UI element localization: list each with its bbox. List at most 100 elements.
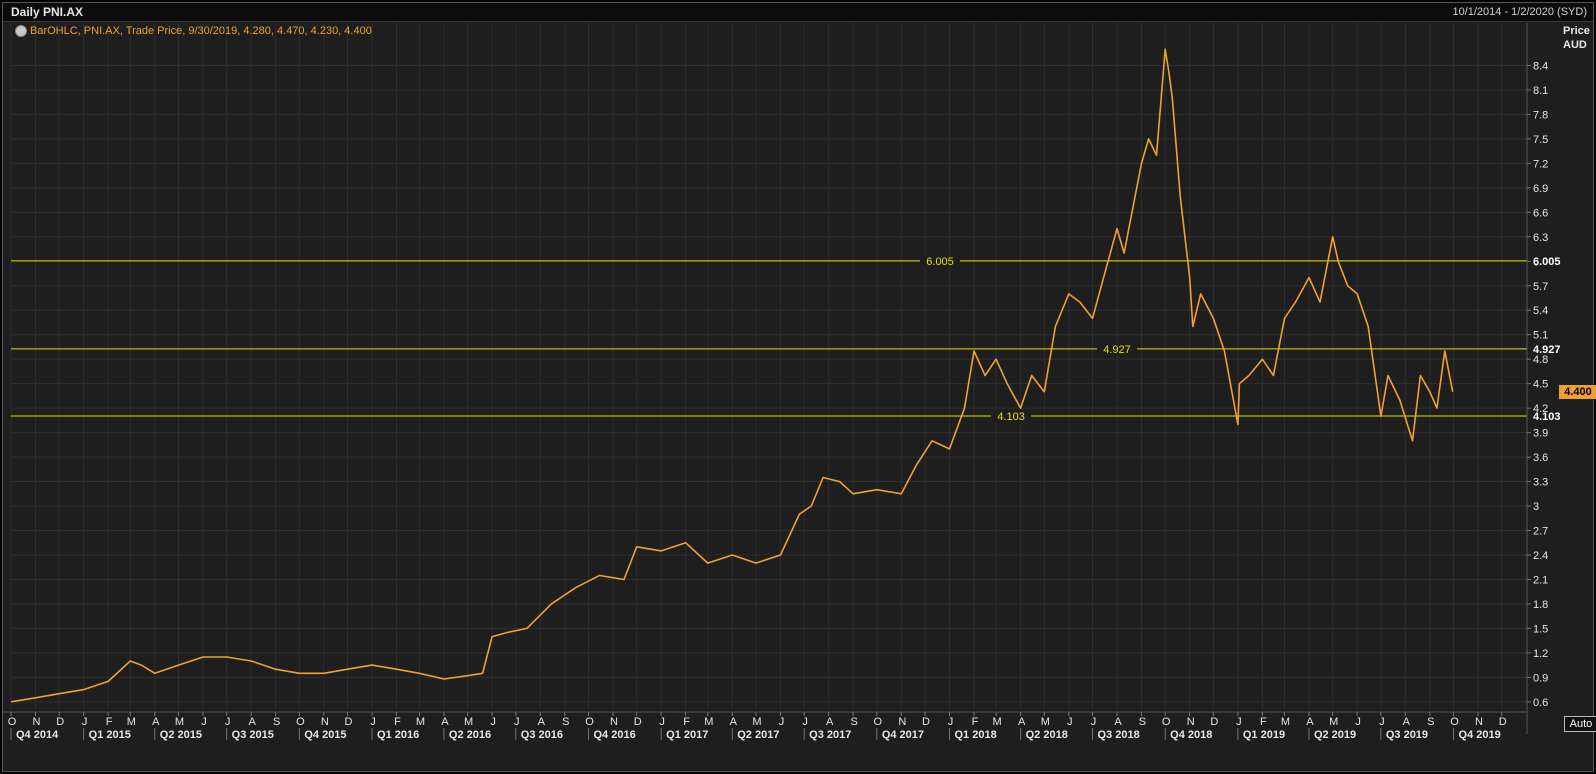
month-label: A xyxy=(1114,716,1122,728)
y-tick-label: 7.8 xyxy=(1533,109,1548,121)
month-label: O xyxy=(874,716,883,728)
month-label: J xyxy=(1091,716,1097,728)
grid xyxy=(10,23,1527,710)
level-axis-label: 4.103 xyxy=(1533,411,1561,423)
month-label: M xyxy=(704,716,713,728)
month-label: A xyxy=(538,716,546,728)
month-label: S xyxy=(562,716,569,728)
month-label: J xyxy=(490,716,496,728)
price-chart: 6.005 6.005 4.927 4.927 4.103 4.103 0.6 0.9 1.2… xyxy=(3,23,1561,741)
quarter-label: Q4 2017 xyxy=(882,729,924,741)
month-label: J xyxy=(948,716,954,728)
quarter-label: Q3 2017 xyxy=(809,729,851,741)
y-tick-label: 8.4 xyxy=(1533,60,1548,72)
y-tick-label: 2.1 xyxy=(1533,574,1548,586)
month-label: M xyxy=(464,716,473,728)
month-label: O xyxy=(1450,716,1459,728)
month-label: F xyxy=(683,716,690,728)
month-label: A xyxy=(441,716,449,728)
month-label: M xyxy=(175,716,184,728)
month-label: S xyxy=(1427,716,1434,728)
month-label: O xyxy=(8,716,17,728)
level-label-bg xyxy=(920,254,961,267)
axes: 0.6 0.9 1.2 1.5 1.8 2.1 2.4 2.7 3 3.3 3.6 3.9 4.2 4.5… xyxy=(3,23,1548,741)
quarter-label: Q3 2019 xyxy=(1386,729,1428,741)
level-label: 4.103 xyxy=(997,411,1025,423)
month-label: D xyxy=(922,716,930,728)
month-label: M xyxy=(1041,716,1050,728)
month-label: N xyxy=(1187,716,1195,728)
month-label: S xyxy=(273,716,280,728)
y-tick-label: 3.6 xyxy=(1533,452,1548,464)
month-label: A xyxy=(730,716,738,728)
month-label: A xyxy=(1403,716,1411,728)
month-label: F xyxy=(972,716,979,728)
month-label: D xyxy=(1210,716,1218,728)
month-label: S xyxy=(850,716,857,728)
y-tick-label: 3 xyxy=(1533,501,1539,513)
quarter-label: Q4 2014 xyxy=(16,729,59,741)
y-tick-label: 6.9 xyxy=(1533,183,1548,195)
axis-unit-currency: AUD xyxy=(1563,39,1587,51)
level-label-bg xyxy=(1096,342,1137,355)
legend[interactable]: BarOHLC, PNI.AX, Trade Price, 9/30/2019,… xyxy=(15,25,372,37)
month-label: J xyxy=(225,716,231,728)
auto-scale-button[interactable]: Auto xyxy=(1564,716,1596,732)
quarter-label: Q1 2015 xyxy=(89,729,131,741)
settings-icon[interactable] xyxy=(15,25,27,37)
month-label: J xyxy=(1355,716,1361,728)
month-label: J xyxy=(514,716,520,728)
month-label: J xyxy=(82,716,88,728)
y-tick-label: 7.5 xyxy=(1533,134,1548,146)
y-tick-label: 1.5 xyxy=(1533,623,1548,635)
month-label: F xyxy=(106,716,113,728)
month-label: J xyxy=(1236,716,1242,728)
y-tick-label: 6 xyxy=(1533,256,1539,268)
level-axis-label: 4.927 xyxy=(1533,344,1561,356)
month-label: J xyxy=(659,716,665,728)
month-label: M xyxy=(127,716,136,728)
month-label: M xyxy=(1281,716,1290,728)
month-label: M xyxy=(993,716,1002,728)
month-label: A xyxy=(1018,716,1026,728)
y-tick-label: 5.7 xyxy=(1533,281,1548,293)
y-tick-label: 6.3 xyxy=(1533,232,1548,244)
quarter-label: Q3 2015 xyxy=(232,729,274,741)
month-label: N xyxy=(1475,716,1483,728)
level-axis-label: 6.005 xyxy=(1533,256,1561,268)
month-label: J xyxy=(802,716,808,728)
y-tick-label: 0.6 xyxy=(1533,697,1548,709)
month-label: A xyxy=(826,716,834,728)
y-tick-label: 1.8 xyxy=(1533,599,1548,611)
month-label: J xyxy=(201,716,207,728)
month-label: N xyxy=(610,716,618,728)
quarter-label: Q3 2018 xyxy=(1098,729,1140,741)
level-label-bg xyxy=(991,410,1032,423)
y-tick-label: 5.1 xyxy=(1533,330,1548,342)
level-label: 4.927 xyxy=(1103,344,1131,356)
quarter-label: Q4 2019 xyxy=(1459,729,1501,741)
quarter-label: Q1 2017 xyxy=(666,729,708,741)
quarter-label: Q1 2018 xyxy=(955,729,997,741)
y-tick-label: 4.5 xyxy=(1533,379,1548,391)
month-label: D xyxy=(56,716,64,728)
y-tick-label: 8.1 xyxy=(1533,85,1548,97)
y-tick-label: 3.3 xyxy=(1533,477,1548,489)
level-label: 6.005 xyxy=(926,256,954,268)
price-series-line xyxy=(10,48,1454,703)
month-label: J xyxy=(779,716,785,728)
date-range: 10/1/2014 - 1/2/2020 (SYD) xyxy=(1452,6,1587,18)
y-tick-label: 2.7 xyxy=(1533,526,1548,538)
y-tick-label: 0.9 xyxy=(1533,672,1548,684)
y-tick-label: 7.2 xyxy=(1533,158,1548,170)
quarter-label: Q4 2018 xyxy=(1170,729,1212,741)
quarter-label: Q4 2015 xyxy=(304,729,346,741)
month-label: D xyxy=(634,716,642,728)
month-label: O xyxy=(1162,716,1171,728)
month-label: A xyxy=(152,716,160,728)
quarter-label: Q2 2015 xyxy=(160,729,202,741)
month-label: J xyxy=(1067,716,1073,728)
month-label: S xyxy=(1139,716,1146,728)
quarter-label: Q1 2019 xyxy=(1243,729,1285,741)
